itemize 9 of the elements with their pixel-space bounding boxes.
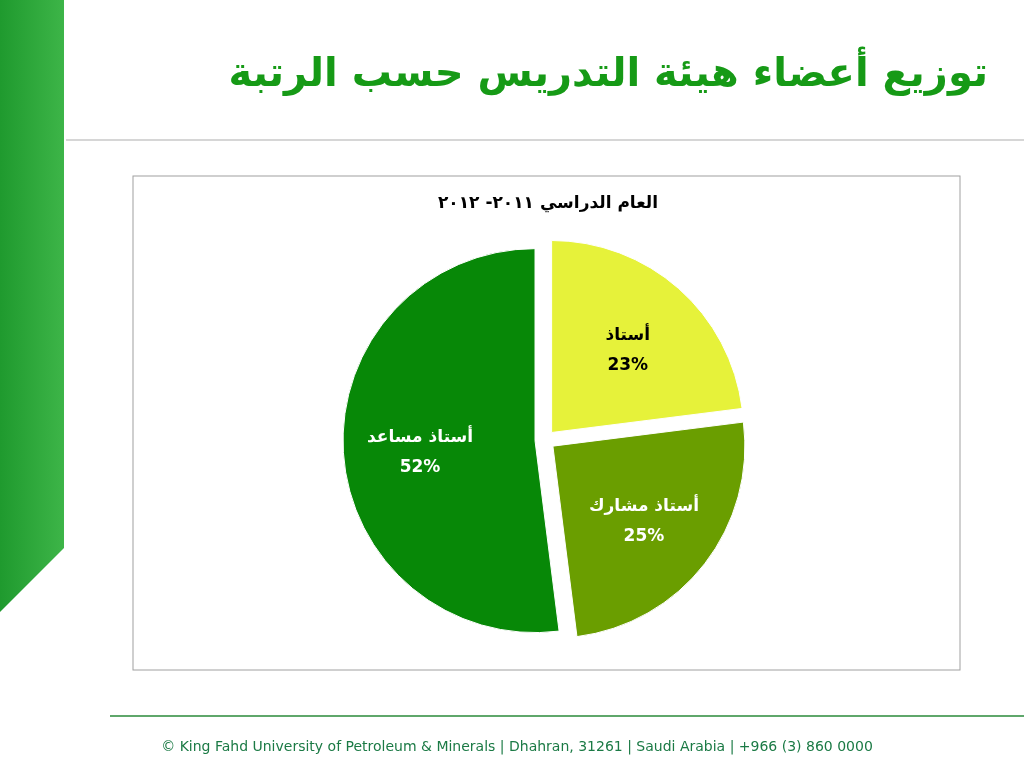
slice-label: أستاذ مشارك xyxy=(588,493,699,515)
slice-label: أستاذ مساعد xyxy=(366,424,474,446)
chart-title: توزيع أعضاء هيئة التدريس حسب الرتبة xyxy=(228,46,988,96)
data-label: 52% xyxy=(399,455,441,476)
slice-label: أستاذ xyxy=(605,323,651,345)
data-label: 23% xyxy=(607,354,649,375)
text: © King Fahd University of Petroleum & Minerals | Dhahran, 31261 | Saudi Arabia | +966 (3) 860 0000 xyxy=(161,738,873,755)
chart-subtitle: العام الدراسي ٢٠١١- ٢٠١٢ xyxy=(437,192,659,213)
data-label: 25% xyxy=(623,524,665,545)
